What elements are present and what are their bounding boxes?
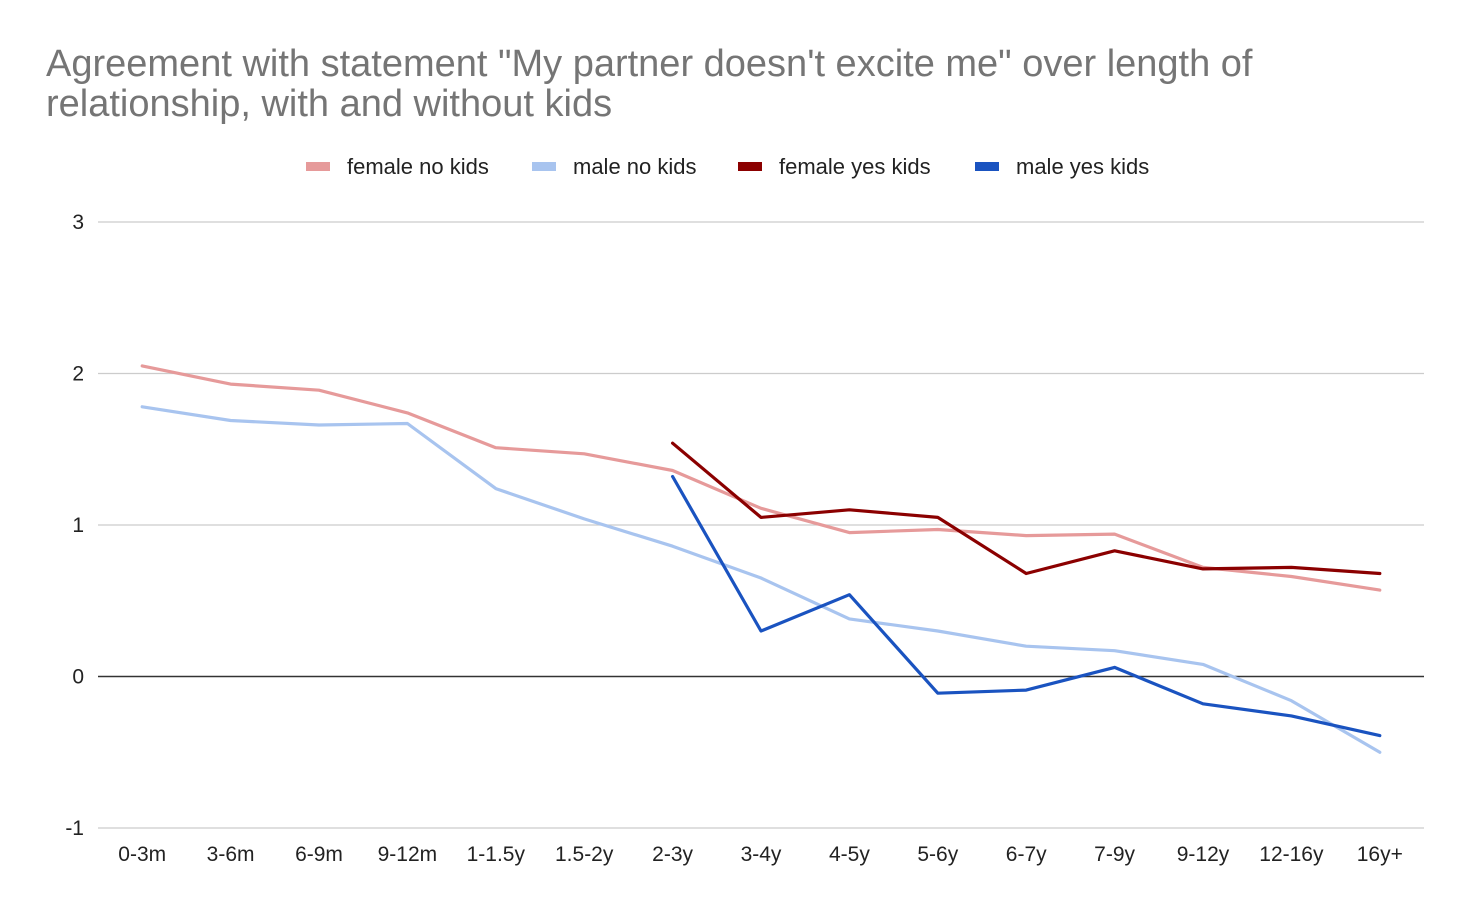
y-tick-label: 0 [72, 666, 84, 689]
x-tick-label: 6-9m [295, 843, 343, 866]
legend-swatch-female-no-kids [306, 162, 330, 171]
legend-label-male-no-kids: male no kids [573, 154, 697, 179]
legend-label-male-yes-kids: male yes kids [1016, 154, 1149, 179]
series-lines [140, 364, 1382, 754]
series-line-female-yes-kids [671, 441, 1382, 576]
series-line-female-no-kids [140, 364, 1382, 592]
x-tick-label: 5-6y [917, 843, 958, 866]
x-tick-label: 1-1.5y [467, 843, 526, 866]
legend-label-female-yes-kids: female yes kids [779, 154, 931, 179]
legend-swatch-male-no-kids [532, 162, 556, 171]
x-tick-label: 0-3m [118, 843, 166, 866]
x-tick-label: 3-4y [741, 843, 782, 866]
series-line-male-no-kids [140, 405, 1382, 754]
y-tick-label: -1 [65, 817, 84, 840]
x-tick-label: 9-12y [1177, 843, 1230, 866]
y-tick-label: 3 [72, 211, 84, 234]
legend: female no kids male no kids female yes kid… [306, 154, 1149, 179]
x-tick-label: 16y+ [1357, 843, 1403, 866]
x-tick-label: 3-6m [207, 843, 255, 866]
x-tick-label: 4-5y [829, 843, 870, 866]
gridlines [98, 221, 1424, 829]
legend-label-female-no-kids: female no kids [347, 154, 489, 179]
x-tick-label: 7-9y [1094, 843, 1135, 866]
series-line-male-yes-kids [671, 474, 1382, 738]
y-axis: 3 2 1 0 -1 [65, 211, 84, 840]
chart-title: Agreement with statement "My partner doe… [46, 43, 1253, 125]
x-tick-label: 2-3y [652, 843, 693, 866]
x-tick-label: 12-16y [1259, 843, 1324, 866]
legend-swatch-male-yes-kids [975, 162, 999, 171]
y-tick-label: 1 [72, 514, 84, 537]
x-axis: 0-3m 3-6m 6-9m 9-12m 1-1.5y 1.5-2y 2-3y 3-4y 4-5… [118, 843, 1403, 866]
x-tick-label: 9-12m [378, 843, 438, 866]
y-tick-label: 2 [72, 363, 84, 386]
x-tick-label: 1.5-2y [555, 843, 614, 866]
legend-swatch-female-yes-kids [738, 162, 762, 171]
x-tick-label: 6-7y [1006, 843, 1047, 866]
